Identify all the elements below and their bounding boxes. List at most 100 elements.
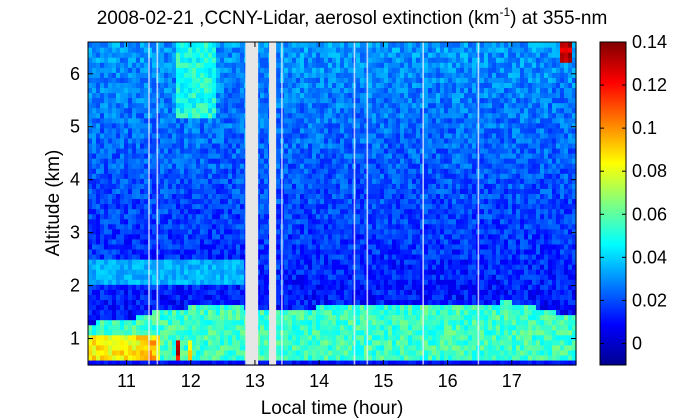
heat-cell <box>220 269 225 275</box>
heat-cell <box>180 137 185 144</box>
heat-cell <box>328 269 333 275</box>
heat-cell <box>116 233 121 240</box>
heat-cell <box>124 57 129 63</box>
heat-cell <box>304 77 309 83</box>
heat-cell <box>260 97 265 104</box>
heat-cell <box>128 264 133 270</box>
heat-cell <box>108 359 113 366</box>
heat-cell <box>212 173 217 179</box>
heat-cell <box>164 218 169 225</box>
heat-cell <box>232 198 237 205</box>
heat-cell <box>304 147 309 154</box>
heat-cell <box>292 259 297 265</box>
heat-cell <box>276 77 281 83</box>
heat-cell <box>344 62 349 68</box>
heat-cell <box>228 309 233 316</box>
heat-cell <box>156 329 161 336</box>
heat-cell <box>308 82 313 89</box>
heat-cell <box>348 72 353 78</box>
heat-cell <box>188 173 193 179</box>
heat-cell <box>196 228 201 235</box>
heat-cell <box>328 132 333 139</box>
heat-cell <box>348 299 353 306</box>
heat-cell <box>216 314 221 321</box>
heat-cell <box>316 67 321 73</box>
heat-cell <box>320 269 325 275</box>
heat-cell <box>332 304 337 311</box>
heat-cell <box>368 339 373 346</box>
heat-cell <box>156 67 161 73</box>
heat-cell <box>140 339 145 346</box>
heat-cell <box>160 168 165 174</box>
heat-cell <box>184 188 189 195</box>
heat-cell <box>188 52 193 58</box>
heat-cell <box>188 132 193 139</box>
heat-cell <box>180 248 185 255</box>
heat-cell <box>236 72 241 78</box>
heat-cell <box>304 127 309 134</box>
heat-cell <box>392 218 397 225</box>
heat-cell <box>104 87 109 94</box>
heat-cell <box>96 238 101 245</box>
heat-cell <box>264 158 269 164</box>
heat-cell <box>392 354 397 361</box>
heat-cell <box>132 354 137 361</box>
heat-cell <box>180 334 185 341</box>
heat-cell <box>312 117 317 124</box>
heat-cell <box>108 284 113 290</box>
heat-cell <box>292 309 297 316</box>
heat-cell <box>240 42 245 48</box>
heat-cell <box>348 349 353 356</box>
heat-cell <box>212 233 217 240</box>
heat-cell <box>288 339 293 346</box>
heat-cell <box>160 349 165 356</box>
heat-cell <box>296 47 301 53</box>
heat-cell <box>348 188 353 195</box>
heat-cell <box>312 153 317 159</box>
heat-cell <box>164 97 169 104</box>
heat-cell <box>232 107 237 114</box>
heat-cell <box>296 314 301 321</box>
heat-cell <box>380 158 385 164</box>
heat-cell <box>320 284 325 290</box>
heat-cell <box>136 112 141 119</box>
heat-cell <box>160 102 165 109</box>
heat-cell <box>180 158 185 164</box>
heat-cell <box>236 77 241 83</box>
heat-cell <box>208 339 213 346</box>
heat-cell <box>384 102 389 109</box>
heat-cell <box>348 334 353 341</box>
heat-cell <box>372 339 377 346</box>
heat-cell <box>392 72 397 78</box>
heat-cell <box>176 228 181 235</box>
heat-cell <box>296 289 301 295</box>
heat-cell <box>192 97 197 104</box>
heat-cell <box>176 349 181 356</box>
heat-cell <box>220 233 225 240</box>
heat-cell <box>256 153 261 159</box>
heat-cell <box>288 52 293 58</box>
heat-cell <box>148 158 153 164</box>
heat-cell <box>124 238 129 245</box>
heat-cell <box>100 158 105 164</box>
heat-cell <box>276 112 281 119</box>
heat-cell <box>236 142 241 149</box>
heat-cell <box>96 304 101 311</box>
heat-cell <box>228 87 233 94</box>
heat-cell <box>116 309 121 316</box>
heat-cell <box>164 284 169 290</box>
heat-cell <box>356 147 361 154</box>
heat-cell <box>152 173 157 179</box>
heat-cell <box>128 158 133 164</box>
heat-cell <box>332 183 337 189</box>
heat-cell <box>320 208 325 215</box>
heat-cell <box>320 153 325 159</box>
heat-cell <box>200 339 205 346</box>
heat-cell <box>284 329 289 336</box>
heat-cell <box>148 102 153 109</box>
heat-cell <box>356 269 361 275</box>
heat-cell <box>88 324 93 331</box>
heat-cell <box>132 309 137 316</box>
heat-cell <box>356 334 361 341</box>
